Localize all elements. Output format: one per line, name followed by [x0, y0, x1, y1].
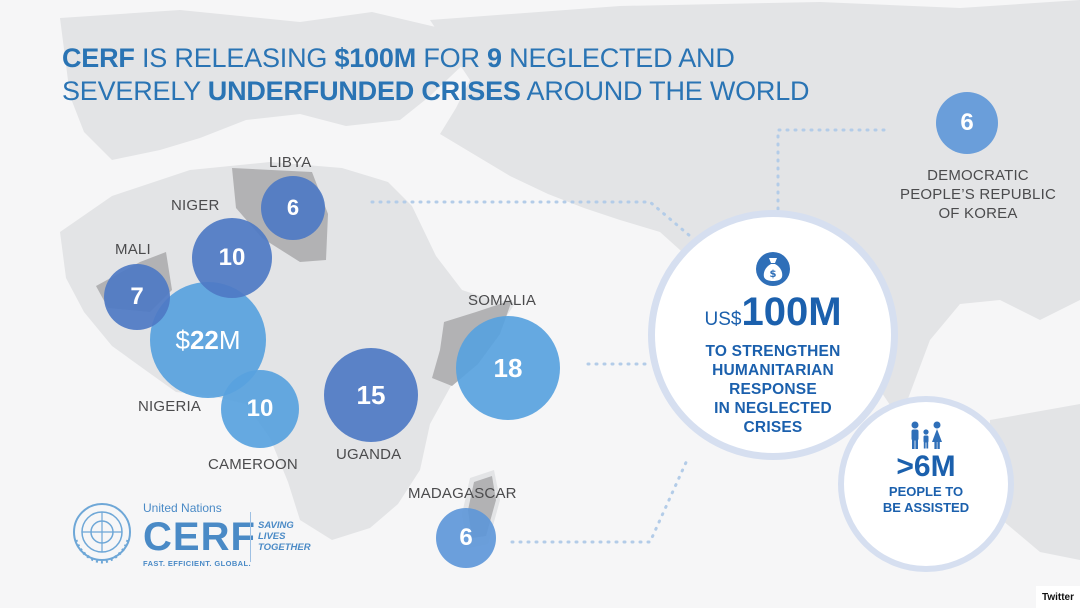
connector-korea	[776, 128, 886, 222]
svg-text:$: $	[770, 269, 777, 280]
money-bag-icon: $	[756, 252, 790, 286]
cameroon-bubble: 10	[221, 370, 299, 448]
dprk-bubble: 6	[936, 92, 998, 154]
nigeria-label: NIGERIA	[138, 398, 202, 415]
cameroon-label: CAMEROON	[208, 456, 298, 473]
connector-madagascar	[510, 456, 690, 544]
connector-libya	[370, 200, 692, 238]
logo-org: United Nations	[143, 501, 222, 515]
madagascar-label: MADAGASCAR	[408, 485, 517, 502]
dprk-label: DEMOCRATIC PEOPLE’S REPUBLIC OF KOREA	[900, 167, 1056, 222]
niger-bubble: 10	[192, 218, 272, 298]
madagascar-bubble: 6	[436, 508, 496, 568]
asia-landmass	[430, 0, 1080, 420]
uganda-label: UGANDA	[336, 446, 402, 463]
logo-divider	[250, 512, 251, 562]
people-glyph	[911, 421, 942, 449]
title-line-1: CERF IS RELEASING $100M FOR 9 NEGLECTED …	[62, 43, 735, 73]
title-line-2: SEVERELY UNDERFUNDED CRISES AROUND THE W…	[62, 76, 810, 106]
libya-bubble: 6	[261, 176, 325, 240]
logo-tagline: FAST. EFFICIENT. GLOBAL.	[143, 559, 251, 568]
people-description: PEOPLE TO BE ASSISTED	[882, 484, 970, 515]
funding-amount: US$100M	[704, 290, 842, 334]
funding-purpose: TO STRENGTHEN HUMANITARIAN RESPONSE IN N…	[705, 343, 841, 436]
people-assisted-circle: >6M PEOPLE TO BE ASSISTED	[838, 396, 1014, 572]
page-title: CERF IS RELEASING $100M FOR 9 NEGLECTED …	[62, 42, 810, 108]
libya-label: LIBYA	[269, 154, 312, 171]
somalia-bubble: 18	[456, 316, 560, 420]
people-icon	[906, 420, 946, 450]
logo-name: CERF	[143, 515, 256, 559]
niger-label: NIGER	[171, 197, 220, 214]
source-badge: Twitter	[1036, 586, 1080, 608]
funding-summary-circle: $ US$100M TO STRENGTHEN HUMANITARIAN RES…	[648, 210, 898, 460]
somalia-label: SOMALIA	[468, 292, 537, 309]
logo-slogan: SAVING LIVES TOGETHER	[258, 520, 311, 553]
japan-landmass	[1000, 76, 1056, 198]
uganda-bubble: 15	[324, 348, 418, 442]
australia-landmass	[988, 404, 1080, 560]
mali-bubble: 7	[104, 264, 170, 330]
mali-label: MALI	[115, 241, 151, 258]
africa-landmass	[60, 162, 516, 540]
un-emblem-icon	[73, 503, 131, 564]
people-amount: >6M	[896, 450, 956, 483]
money-bag-glyph: $	[763, 258, 783, 281]
europe-landmass	[60, 10, 470, 160]
